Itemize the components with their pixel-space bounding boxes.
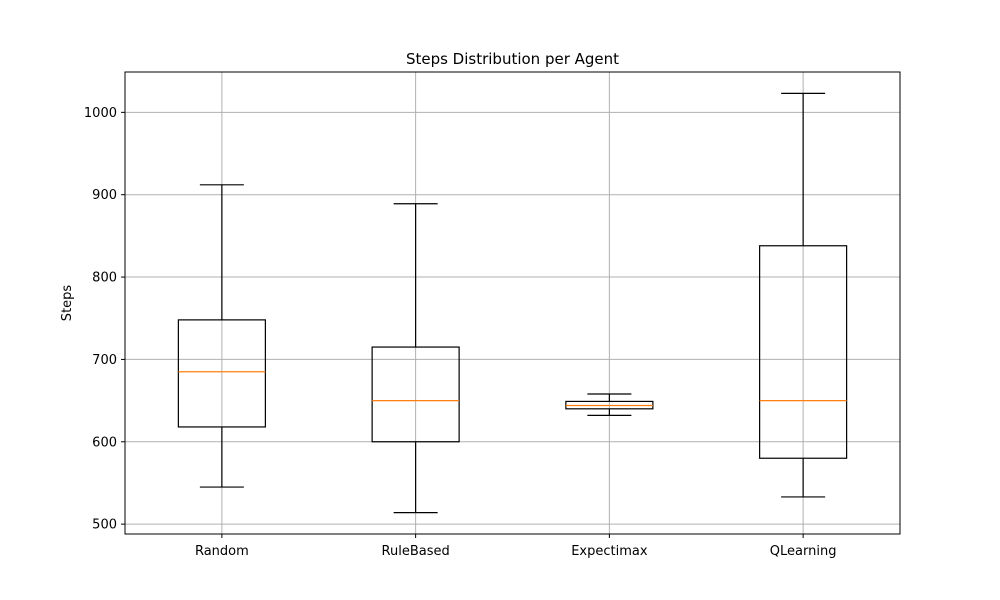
x-tick-label: Random <box>195 544 249 559</box>
box-group-random <box>177 184 266 488</box>
box-group-rulebased <box>371 203 460 514</box>
grid-layer <box>125 72 900 534</box>
plot-frame <box>124 71 901 535</box>
y-tick-label: 800 <box>92 271 117 286</box>
x-tick-label: RuleBased <box>382 544 450 559</box>
tick-layer: 500 600 700 800 900 1000 Random RuleBased Expect… <box>84 106 837 559</box>
box-group-expectimax <box>565 393 654 417</box>
box-group-qlearning <box>759 92 848 498</box>
y-tick-label: 600 <box>92 435 117 450</box>
y-tick-label: 700 <box>92 353 117 368</box>
iqr-box <box>177 319 266 428</box>
y-tick-label: 1000 <box>84 106 117 121</box>
iqr-box <box>759 245 848 459</box>
iqr-box <box>371 346 460 443</box>
y-axis-label: Steps <box>60 285 75 322</box>
y-tick-label: 900 <box>92 188 117 203</box>
chart-title: Steps Distribution per Agent <box>406 50 619 68</box>
x-tick-label: Expectimax <box>571 544 648 559</box>
box-layer <box>177 92 848 514</box>
x-tick-label: QLearning <box>770 544 837 559</box>
y-tick-label: 500 <box>92 518 117 533</box>
